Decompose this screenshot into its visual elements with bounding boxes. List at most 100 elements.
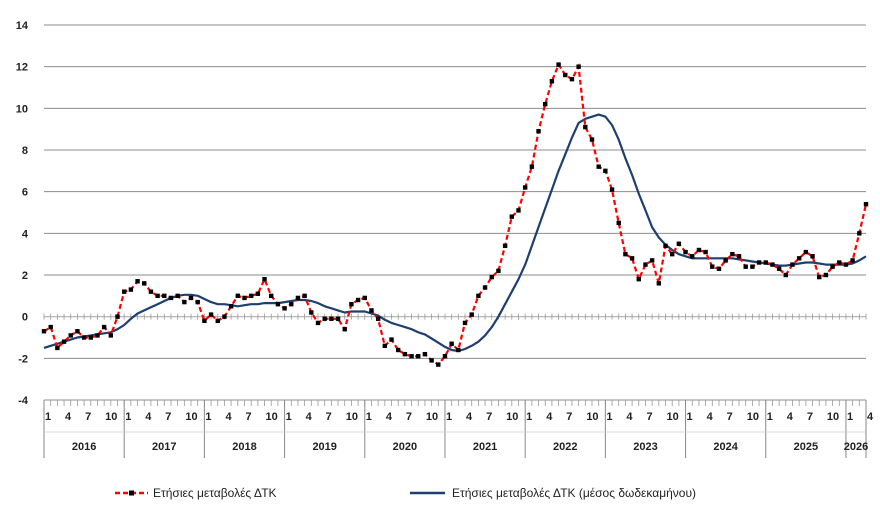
- year-label: 2021: [473, 441, 497, 453]
- y-tick-label: 2: [22, 270, 28, 282]
- month-tick-label: 10: [426, 411, 438, 423]
- year-label: 2019: [312, 441, 336, 453]
- data-point-annual-change: [41, 329, 47, 334]
- data-point-annual-change: [543, 101, 548, 107]
- month-tick-label: 7: [326, 411, 332, 423]
- data-point-annual-change: [783, 272, 789, 278]
- data-point-annual-change: [623, 251, 628, 257]
- data-point-annual-change: [482, 285, 488, 290]
- data-point-annual-change: [549, 79, 555, 84]
- data-point-annual-change: [342, 326, 347, 332]
- year-label: 2024: [713, 441, 738, 453]
- data-point-annual-change: [182, 299, 187, 305]
- month-tick-label: 7: [406, 411, 412, 423]
- data-point-annual-change: [255, 291, 261, 296]
- data-point-annual-change: [676, 241, 682, 246]
- data-point-annual-change: [843, 262, 849, 267]
- data-point-annual-change: [462, 320, 468, 326]
- data-point-annual-change: [215, 318, 220, 324]
- y-tick-label: 10: [16, 103, 28, 115]
- data-point-annual-change: [603, 168, 608, 174]
- data-point-annual-change: [228, 304, 234, 309]
- month-tick-label: 4: [466, 411, 473, 423]
- month-tick-label: 4: [225, 411, 232, 423]
- data-point-annual-change: [516, 208, 521, 213]
- data-point-annual-change: [756, 260, 762, 265]
- data-point-annual-change: [596, 164, 601, 169]
- data-point-annual-change: [469, 312, 474, 317]
- data-point-annual-change: [803, 249, 809, 255]
- data-point-annual-change: [496, 268, 501, 274]
- year-label: 2018: [232, 441, 256, 453]
- data-point-annual-change: [295, 295, 301, 301]
- year-label: 2016: [72, 441, 96, 453]
- month-tick-label: 10: [266, 411, 278, 423]
- y-tick-label: 8: [22, 145, 28, 157]
- data-point-annual-change: [489, 274, 494, 280]
- data-point-annual-change: [335, 316, 341, 321]
- month-tick-label: 10: [827, 411, 839, 423]
- horizontal-gridlines: [44, 24, 866, 401]
- data-point-annual-change: [743, 264, 748, 269]
- month-tick-label: 7: [165, 411, 171, 423]
- data-point-annual-change: [362, 295, 367, 301]
- month-tick-label: 4: [867, 411, 874, 423]
- data-point-annual-change: [55, 345, 60, 351]
- month-tick-label: 1: [205, 411, 211, 423]
- data-point-annual-change: [168, 295, 174, 301]
- data-point-annual-change: [730, 251, 735, 257]
- data-point-annual-change: [349, 301, 354, 307]
- month-tick-label: 10: [105, 411, 117, 423]
- data-point-annual-change: [683, 249, 688, 255]
- data-point-annual-change: [81, 335, 87, 340]
- data-point-annual-change: [202, 318, 207, 324]
- data-point-annual-change: [456, 347, 461, 353]
- data-point-annual-change: [95, 333, 100, 338]
- data-point-annual-change: [242, 295, 247, 301]
- month-tick-label: 10: [506, 411, 518, 423]
- month-tick-label: 7: [727, 411, 733, 423]
- data-point-annual-change: [235, 293, 241, 299]
- data-point-annual-change: [796, 256, 802, 261]
- data-point-annual-change: [422, 351, 428, 357]
- month-tick-label: 10: [747, 411, 759, 423]
- data-point-annual-change: [108, 333, 114, 338]
- year-label: 2026: [844, 441, 868, 453]
- data-point-annual-change: [502, 243, 508, 249]
- data-point-annual-change: [48, 324, 53, 330]
- data-point-annual-change: [823, 272, 829, 278]
- month-tick-label: 4: [145, 411, 152, 423]
- data-point-annual-change: [135, 279, 140, 284]
- month-tick-label: 1: [526, 411, 532, 423]
- data-point-annual-change: [275, 301, 281, 307]
- data-point-annual-change: [649, 258, 655, 263]
- month-tick-label: 4: [306, 411, 313, 423]
- month-tick-label: 7: [245, 411, 251, 423]
- month-tick-label: 4: [707, 411, 714, 423]
- data-point-annual-change: [669, 251, 675, 257]
- data-point-annual-change: [609, 187, 615, 192]
- data-point-annual-change: [716, 266, 722, 271]
- data-point-annual-change: [302, 293, 307, 299]
- data-point-annual-change: [409, 354, 414, 359]
- data-point-annual-change: [329, 316, 334, 321]
- data-point-annual-change: [369, 308, 374, 313]
- month-tick-label: 4: [626, 411, 633, 423]
- data-point-annual-change: [563, 72, 568, 78]
- data-point-annual-change: [636, 276, 641, 282]
- year-label: 2022: [553, 441, 577, 453]
- data-point-annual-change: [262, 276, 267, 282]
- data-point-annual-change: [155, 293, 160, 299]
- data-point-annual-change: [703, 249, 708, 255]
- data-point-annual-change: [663, 243, 668, 249]
- data-point-annual-change: [148, 289, 154, 294]
- month-tick-label: 7: [807, 411, 813, 423]
- data-point-annual-change: [322, 316, 327, 321]
- data-point-annual-change: [710, 264, 715, 269]
- data-point-annual-change: [616, 220, 621, 226]
- month-tick-label: 1: [45, 411, 51, 423]
- data-point-annual-change: [629, 256, 635, 261]
- month-tick-label: 4: [546, 411, 553, 423]
- month-tick-label: 7: [566, 411, 572, 423]
- month-tick-label: 1: [125, 411, 131, 423]
